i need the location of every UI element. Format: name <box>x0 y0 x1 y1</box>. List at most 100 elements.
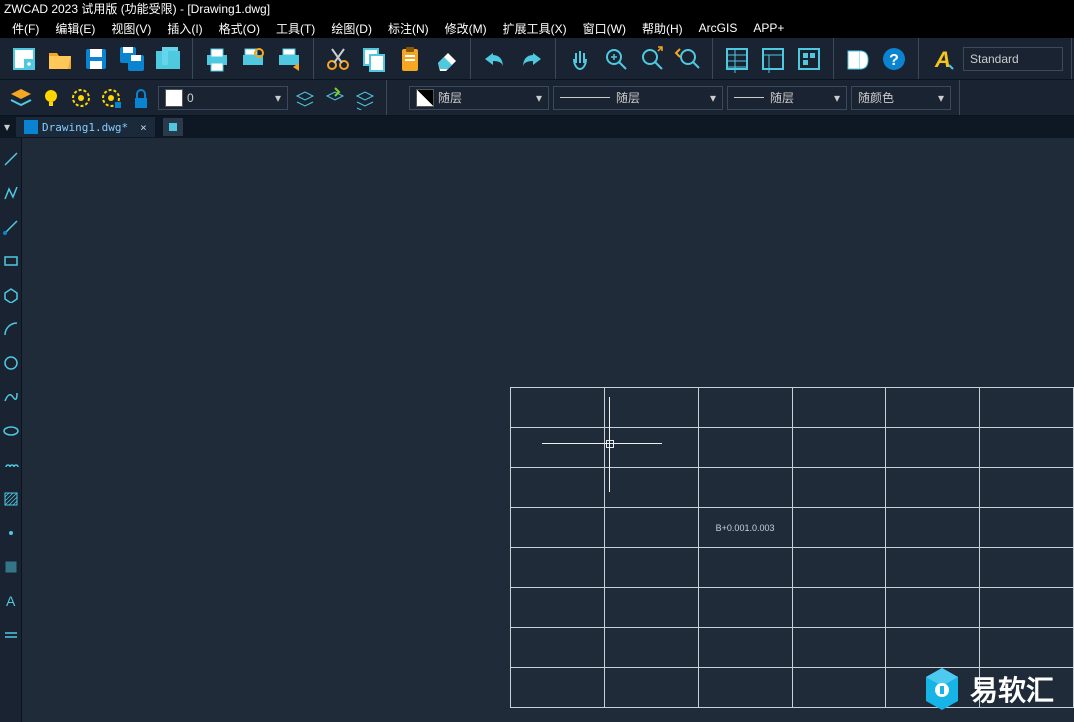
linetype-value: 随层 <box>616 89 640 106</box>
table-row <box>511 588 1074 628</box>
table-row <box>511 388 1074 428</box>
titlebar: ZWCAD 2023 试用版 (功能受限) - [Drawing1.dwg] <box>0 0 1074 18</box>
color-swatch-icon <box>416 89 434 107</box>
paste-button[interactable] <box>394 43 426 75</box>
line-tool[interactable] <box>2 144 20 174</box>
save-button[interactable] <box>80 43 112 75</box>
layer-color-swatch <box>165 89 183 107</box>
pan-button[interactable] <box>564 43 596 75</box>
document-tabbar: ▾ Drawing1.dwg* × <box>0 116 1074 138</box>
spline-tool[interactable] <box>2 382 20 412</box>
watermark-text: 易软汇 <box>970 669 1054 709</box>
cut-button[interactable] <box>322 43 354 75</box>
menu-window[interactable]: 窗口(W) <box>575 20 634 37</box>
layer-on-icon[interactable] <box>37 84 65 112</box>
menu-draw[interactable]: 绘图(D) <box>323 20 380 37</box>
color-dropdown[interactable]: 随层 ▾ <box>409 86 549 110</box>
svg-text:A: A <box>934 47 951 72</box>
help-button[interactable]: ? <box>878 43 910 75</box>
layer-tool1-button[interactable] <box>291 84 319 112</box>
publish-button[interactable] <box>273 43 305 75</box>
lineweight-dropdown[interactable]: 随层 ▾ <box>727 86 847 110</box>
menu-modify[interactable]: 修改(M) <box>437 20 495 37</box>
layer-tool3-button[interactable] <box>351 84 379 112</box>
layer-freeze2-icon[interactable] <box>97 84 125 112</box>
dwg-file-icon <box>24 120 38 134</box>
layer-dropdown[interactable]: 0 ▾ <box>158 86 288 110</box>
menu-dimension[interactable]: 标注(N) <box>380 20 437 37</box>
text-style-button[interactable]: A <box>927 43 959 75</box>
cell-value: B+0.001.0.003 <box>698 508 792 548</box>
layer-freeze-icon[interactable] <box>67 84 95 112</box>
lineweight-preview-icon <box>734 97 764 98</box>
menu-help[interactable]: 帮助(H) <box>634 20 691 37</box>
menu-format[interactable]: 格式(O) <box>211 20 268 37</box>
tool-palettes-button[interactable] <box>793 43 825 75</box>
layer-lock-icon[interactable] <box>127 84 155 112</box>
drawing-canvas[interactable]: B+0.001.0.003 易软汇 <box>22 138 1074 722</box>
print-button[interactable] <box>201 43 233 75</box>
watermark-logo-icon <box>922 666 962 712</box>
sheet-set-button[interactable] <box>842 43 874 75</box>
document-tab[interactable]: Drawing1.dwg* × <box>16 117 155 137</box>
eraser-button[interactable] <box>430 43 462 75</box>
properties-button[interactable] <box>721 43 753 75</box>
copy-button[interactable] <box>358 43 390 75</box>
polyline-tool[interactable] <box>2 178 20 208</box>
redo-button[interactable] <box>515 43 547 75</box>
chevron-down-icon: ▾ <box>710 91 716 105</box>
menubar: 件(F) 编辑(E) 视图(V) 插入(I) 格式(O) 工具(T) 绘图(D)… <box>0 18 1074 38</box>
main-toolbar: ? A Standard <box>0 38 1074 80</box>
ellipse-tool[interactable] <box>2 416 20 446</box>
menu-file[interactable]: 件(F) <box>4 20 47 37</box>
zoom-previous-button[interactable] <box>672 43 704 75</box>
close-tab-icon[interactable]: × <box>140 121 147 134</box>
hatch-tool[interactable] <box>2 484 20 514</box>
polygon-tool[interactable] <box>2 280 20 310</box>
chevron-down-icon: ▾ <box>834 91 840 105</box>
chevron-down-icon: ▾ <box>938 91 944 105</box>
new-button[interactable] <box>8 43 40 75</box>
region-tool[interactable] <box>2 552 20 582</box>
rectangle-tool[interactable] <box>2 246 20 276</box>
watermark: 易软汇 <box>922 666 1054 712</box>
plotstyle-dropdown[interactable]: 随颜色 ▾ <box>851 86 951 110</box>
point-tool[interactable] <box>2 518 20 548</box>
text-tool[interactable]: A <box>2 586 20 616</box>
arc-tool[interactable] <box>2 314 20 344</box>
saveas-button[interactable] <box>116 43 148 75</box>
drawing-grid-table: B+0.001.0.003 <box>510 387 1074 708</box>
draw-toolbar: A <box>0 138 22 722</box>
document-tab-label: Drawing1.dwg* <box>42 121 128 134</box>
mline-tool[interactable] <box>2 620 20 650</box>
menu-arcgis[interactable]: ArcGIS <box>691 21 746 35</box>
menu-view[interactable]: 视图(V) <box>103 20 159 37</box>
add-tab-button[interactable] <box>163 118 183 136</box>
design-center-button[interactable] <box>757 43 789 75</box>
text-style-value: Standard <box>970 52 1019 66</box>
menu-app[interactable]: APP+ <box>745 21 792 35</box>
linetype-dropdown[interactable]: 随层 ▾ <box>553 86 723 110</box>
open-button[interactable] <box>44 43 76 75</box>
table-row <box>511 428 1074 468</box>
table-row <box>511 468 1074 508</box>
zoom-window-button[interactable] <box>636 43 668 75</box>
tabbar-menu-icon[interactable]: ▾ <box>4 120 10 134</box>
menu-insert[interactable]: 插入(I) <box>159 20 210 37</box>
menu-express[interactable]: 扩展工具(X) <box>495 20 575 37</box>
table-row <box>511 548 1074 588</box>
save-all-button[interactable] <box>152 43 184 75</box>
layer-value: 0 <box>187 91 194 105</box>
ray-tool[interactable] <box>2 212 20 242</box>
layer-manager-button[interactable] <box>7 84 35 112</box>
layer-tool2-button[interactable] <box>321 84 349 112</box>
revcloud-tool[interactable] <box>2 450 20 480</box>
svg-text:A: A <box>6 593 16 609</box>
print-preview-button[interactable] <box>237 43 269 75</box>
menu-edit[interactable]: 编辑(E) <box>47 20 103 37</box>
menu-tools[interactable]: 工具(T) <box>268 20 323 37</box>
zoom-realtime-button[interactable] <box>600 43 632 75</box>
circle-tool[interactable] <box>2 348 20 378</box>
undo-button[interactable] <box>479 43 511 75</box>
text-style-dropdown[interactable]: Standard <box>963 47 1063 71</box>
